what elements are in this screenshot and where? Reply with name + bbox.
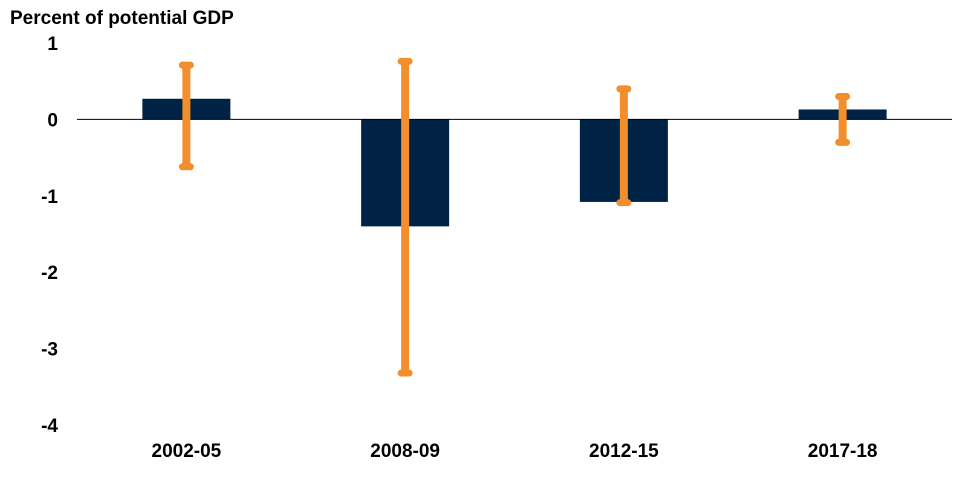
- x-axis-ticks: 2002-05 2008-09 2012-15 2017-18: [152, 441, 878, 462]
- y-tick-label: 1: [47, 34, 58, 55]
- range-marker-2008-09: [397, 57, 413, 377]
- range-marker-2012-15: [616, 85, 632, 207]
- range-marker-2002-05: [178, 61, 194, 171]
- x-tick-label: 2017-18: [808, 441, 878, 462]
- x-tick-label: 2002-05: [152, 441, 222, 462]
- range-marker-2017-18: [835, 92, 851, 146]
- y-tick-label: -3: [41, 340, 58, 361]
- range-markers: [178, 57, 851, 377]
- bars: [142, 98, 887, 227]
- y-axis-label: Percent of potential GDP: [10, 8, 234, 29]
- x-tick-label: 2008-09: [370, 441, 440, 462]
- y-tick-label: -4: [41, 416, 58, 437]
- x-tick-label: 2012-15: [589, 441, 659, 462]
- y-tick-label: 0: [47, 110, 58, 131]
- y-axis-ticks: 1 0 -1 -2 -3 -4: [41, 34, 58, 437]
- y-tick-label: -1: [41, 187, 58, 208]
- y-tick-label: -2: [41, 263, 58, 284]
